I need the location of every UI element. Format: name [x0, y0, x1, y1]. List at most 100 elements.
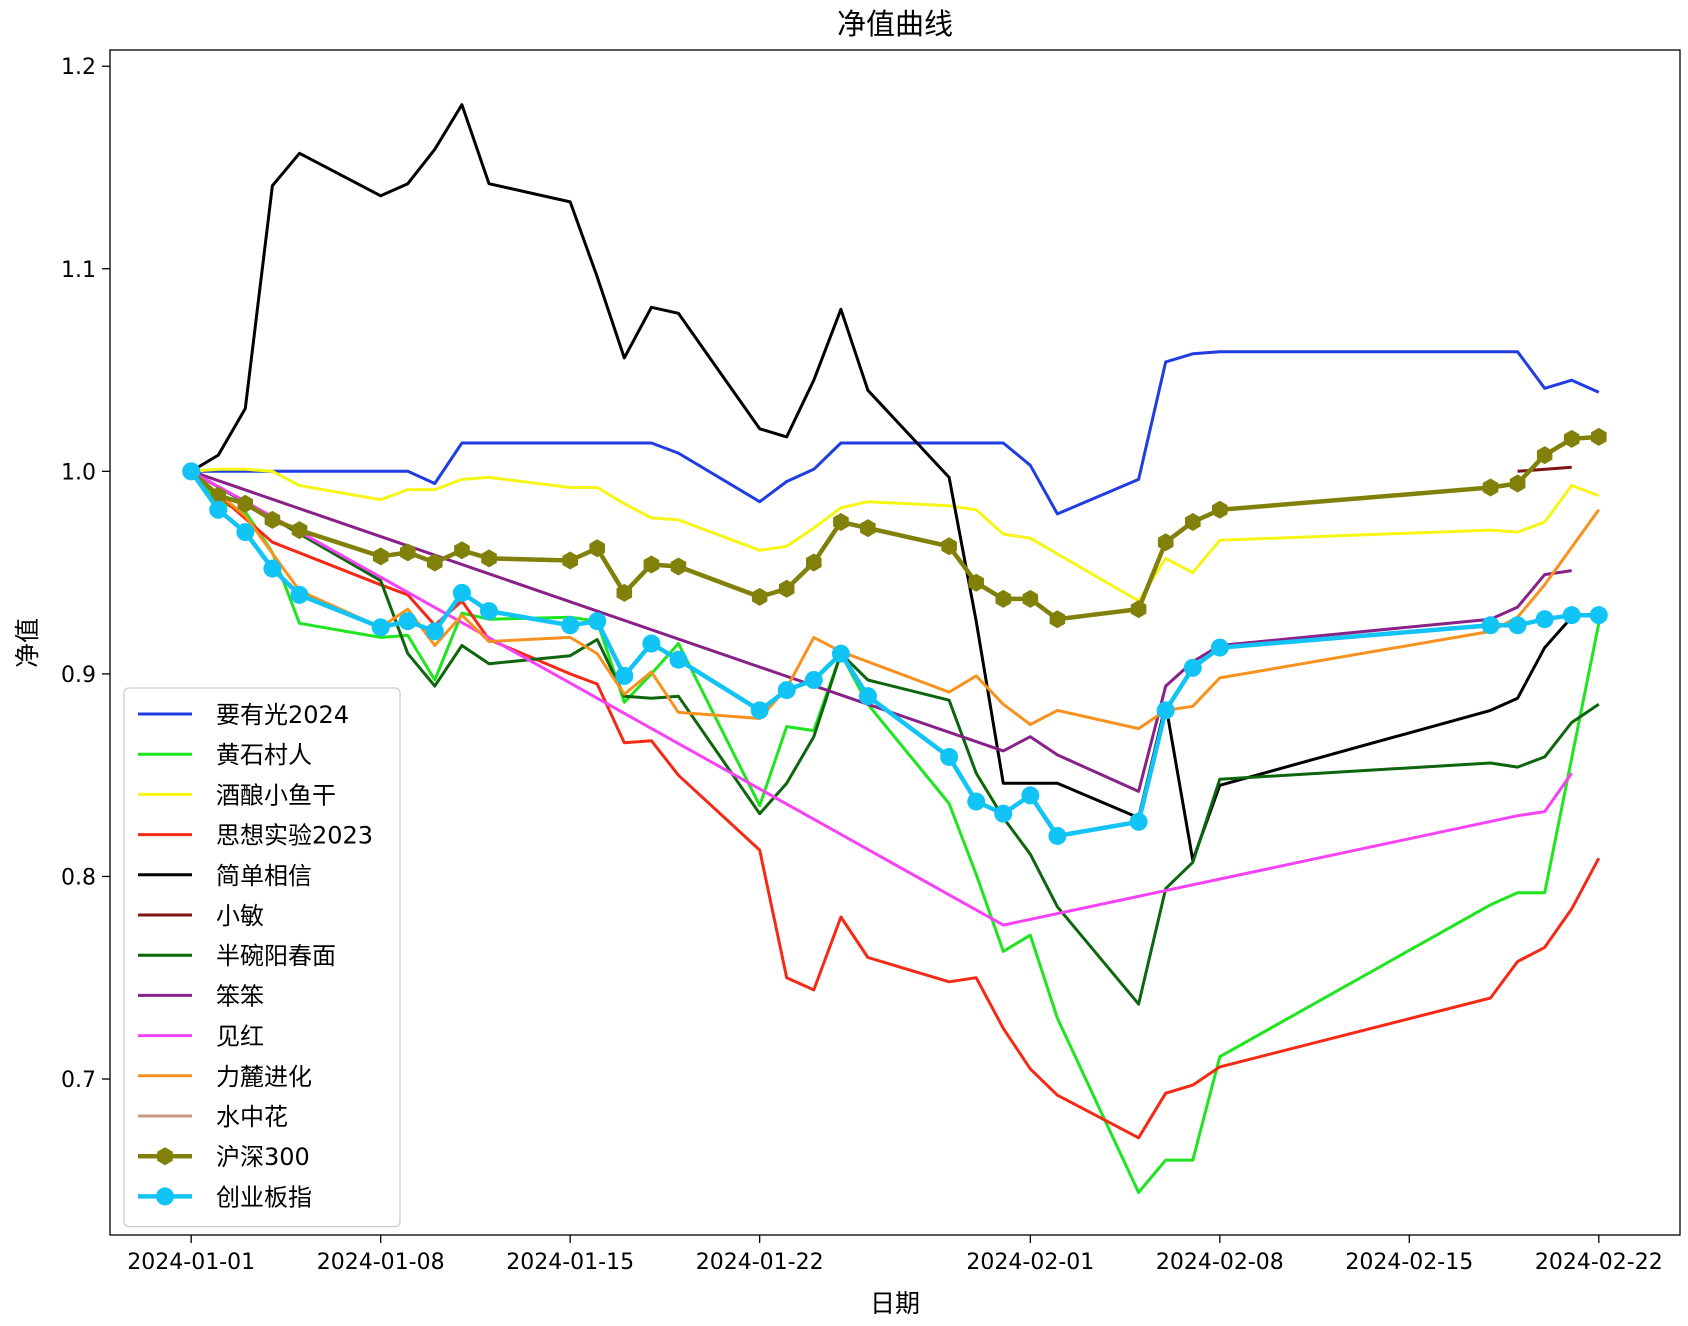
data-point: [1156, 701, 1175, 720]
y-tick-label: 0.8: [61, 865, 96, 890]
data-point: [967, 792, 986, 811]
data-point: [1535, 610, 1554, 629]
data-point: [777, 681, 796, 700]
data-point: [804, 670, 823, 689]
legend-item: 力麓进化: [138, 1063, 312, 1091]
x-tick-label: 2024-02-08: [1156, 1250, 1284, 1275]
x-tick-label: 2024-01-08: [317, 1250, 445, 1275]
data-point: [1048, 826, 1067, 845]
data-point: [452, 583, 471, 602]
series-line: [189, 470, 1599, 839]
legend-item: 沪深300: [138, 1143, 310, 1171]
data-point: [615, 666, 634, 685]
data-point: [1129, 812, 1148, 831]
data-point: [479, 602, 498, 621]
data-point: [291, 521, 308, 540]
y-axis-title: 净值: [13, 618, 42, 668]
y-tick-label: 1.0: [61, 460, 96, 485]
data-point: [427, 553, 443, 572]
legend-label: 力麓进化: [216, 1063, 312, 1091]
y-tick-label: 1.1: [61, 258, 96, 283]
legend-item: 酒酿小鱼干: [138, 781, 336, 809]
chart-title: 净值曲线: [837, 7, 953, 41]
legend-label: 黄石村人: [216, 741, 312, 769]
data-point: [858, 687, 877, 706]
x-tick-label: 2024-02-22: [1535, 1250, 1663, 1275]
data-point: [236, 523, 255, 542]
x-tick-label: 2024-02-15: [1345, 1250, 1473, 1275]
data-point: [1482, 478, 1499, 497]
legend-marker: [157, 1147, 173, 1166]
series-8: [190, 469, 1573, 927]
data-point: [263, 559, 282, 578]
series-12: [182, 462, 1608, 845]
data-point: [941, 537, 957, 556]
data-point: [1536, 446, 1553, 465]
data-point: [1589, 606, 1608, 625]
legend-item: 半碗阳春面: [138, 942, 336, 970]
series-line: [190, 469, 1572, 793]
data-point: [562, 551, 578, 570]
legend-label: 要有光2024: [216, 701, 349, 729]
data-point: [1022, 589, 1039, 608]
x-tick-label: 2024-01-15: [506, 1250, 634, 1275]
series-0: [191, 350, 1600, 516]
data-point: [481, 549, 497, 568]
series-line: [190, 469, 1573, 927]
data-point: [425, 622, 444, 641]
data-point: [616, 583, 633, 602]
data-point: [833, 513, 849, 531]
data-point: [1183, 658, 1202, 677]
data-point: [1210, 638, 1229, 657]
data-point: [1509, 474, 1526, 493]
data-point: [209, 500, 228, 519]
x-axis-title: 日期: [870, 1289, 920, 1318]
legend-label: 笨笨: [216, 982, 264, 1010]
series-line: [191, 467, 1600, 603]
data-point: [831, 644, 850, 663]
series-9: [190, 470, 1601, 731]
data-point: [940, 747, 959, 766]
legend-label: 思想实验2023: [216, 822, 373, 850]
data-point: [968, 573, 984, 592]
data-point: [398, 612, 417, 631]
series-line: [190, 470, 1601, 731]
data-point: [670, 557, 687, 576]
data-point: [210, 486, 227, 505]
series-layer: [182, 103, 1608, 1194]
legend-label: 酒酿小鱼干: [216, 781, 336, 809]
data-point: [860, 519, 876, 538]
legend-label: 水中花: [216, 1103, 288, 1131]
data-point: [1481, 616, 1500, 635]
plot-frame: [109, 49, 1681, 1236]
series-6: [190, 470, 1600, 1006]
data-point: [400, 543, 416, 562]
series-line: [190, 470, 1600, 1006]
data-point: [372, 547, 389, 566]
x-tick-label: 2024-01-01: [127, 1250, 255, 1275]
legend-item: 水中花: [138, 1103, 288, 1131]
legend-item: 思想实验2023: [138, 822, 373, 850]
data-point: [290, 585, 309, 604]
series-line: [190, 470, 1601, 1194]
data-point: [643, 555, 660, 574]
x-tick-label: 2024-01-22: [696, 1250, 824, 1275]
data-point: [588, 612, 607, 631]
legend-label: 小敏: [216, 902, 264, 930]
data-point: [1157, 533, 1174, 552]
data-point: [1562, 606, 1581, 625]
data-point: [1563, 429, 1580, 448]
data-point: [1508, 616, 1527, 635]
series-1: [190, 470, 1601, 1194]
data-point: [642, 634, 661, 653]
data-point: [371, 618, 390, 637]
series-line: [190, 470, 1601, 1140]
series-line: [190, 103, 1573, 862]
legend-box: [123, 687, 401, 1228]
data-point: [182, 462, 201, 481]
legend-item: 笨笨: [138, 982, 264, 1010]
y-tick-label: 0.9: [61, 663, 96, 688]
data-point: [237, 494, 254, 513]
